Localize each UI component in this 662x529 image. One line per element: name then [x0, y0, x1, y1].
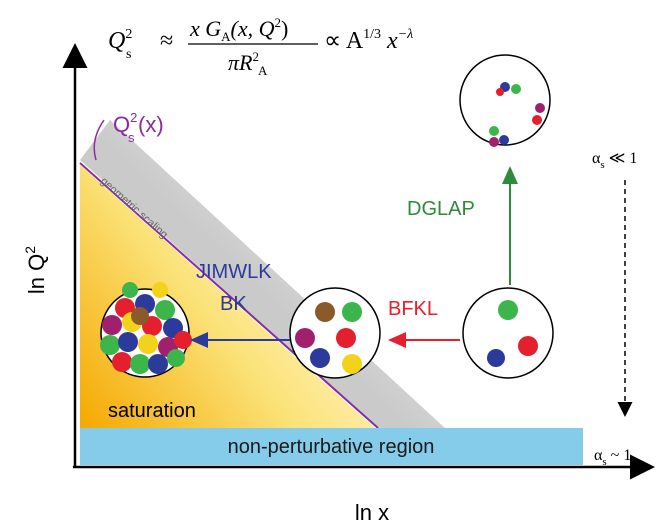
bk-label: BK [220, 293, 247, 315]
saturation-label: saturation [108, 400, 196, 422]
formula-den-sub: A [258, 63, 268, 78]
weak-coupling-label: αs ≪ 1 [592, 150, 637, 171]
qs-label-arg: (x) [138, 112, 164, 137]
formula-denominator: πR2 [228, 49, 259, 75]
qs-label-sub: s [128, 130, 135, 145]
dilute-proton-mid [290, 288, 380, 378]
dilute-proton-right [463, 288, 553, 378]
formula-approx: ≈ [160, 28, 173, 54]
diagram: Q2 s ≈ x GA(x, Q2) πR2 A ∝ A1/3 x−λ geom… [0, 0, 662, 529]
non-perturbative-label: non-perturbative region [228, 436, 435, 458]
x-axis-label: ln x [355, 500, 389, 525]
dilute-proton-top [460, 55, 550, 147]
jimwlk-label: JIMWLK [196, 261, 272, 283]
dglap-label: DGLAP [407, 198, 475, 220]
formula-rhs: ∝ A1/3 x−λ [324, 27, 413, 54]
formula-numerator: x GA(x, Q2) [189, 15, 288, 44]
bfkl-label: BFKL [388, 298, 438, 320]
y-axis-label: ln Q2 [22, 246, 49, 294]
strong-coupling-label: αs ~ 1 [594, 447, 631, 468]
formula-lhs-sub: s [126, 47, 131, 62]
formula: Q2 s ≈ x GA(x, Q2) πR2 A ∝ A1/3 x−λ [108, 15, 413, 78]
